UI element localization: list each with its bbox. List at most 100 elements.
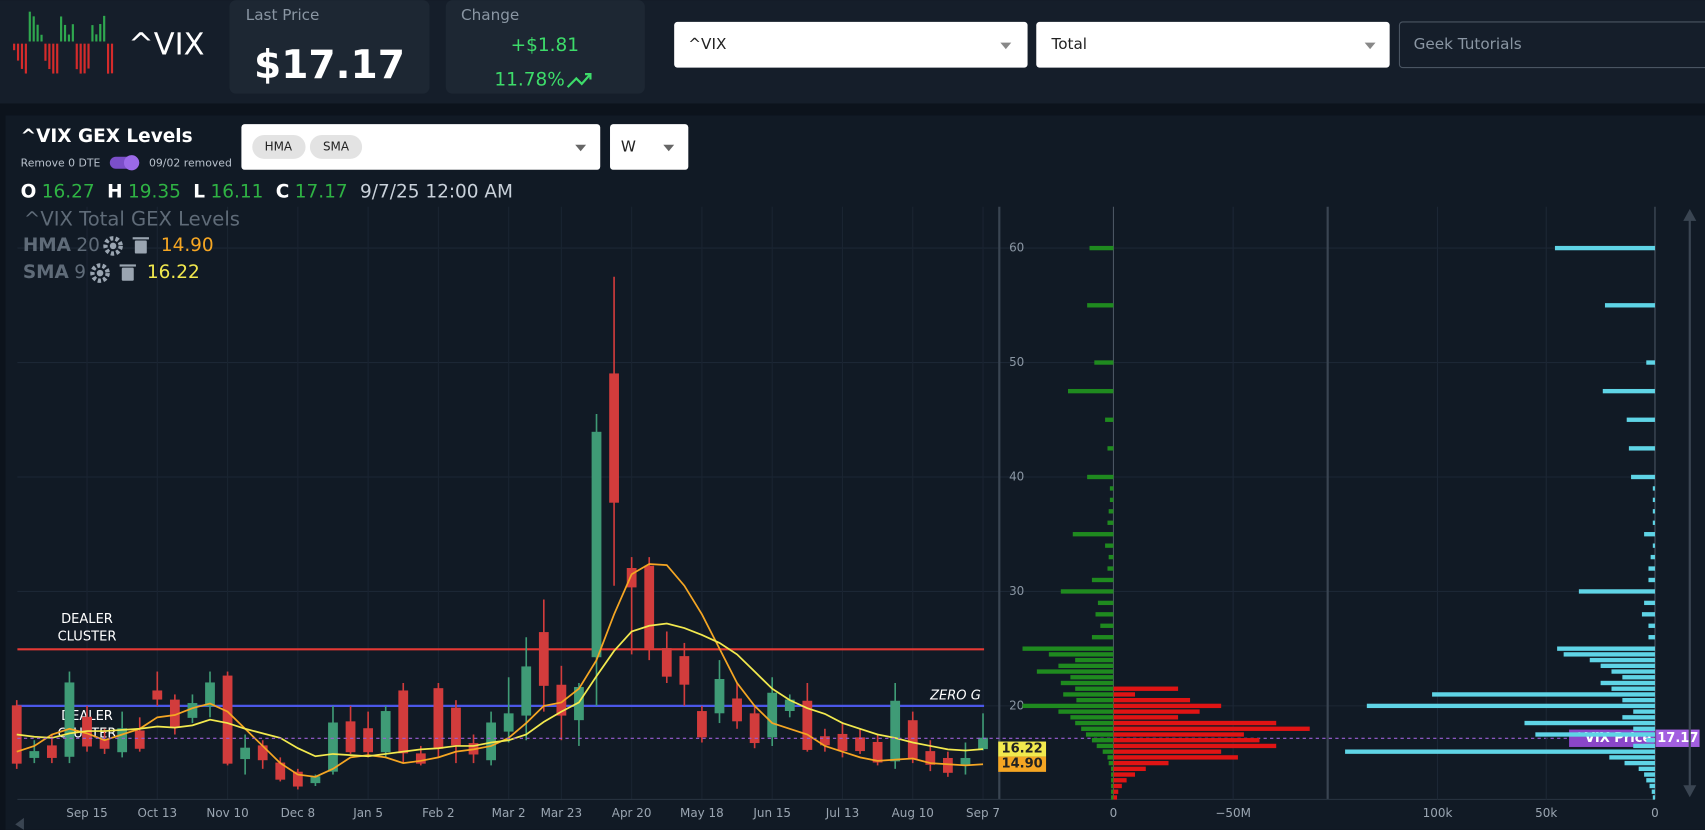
bar — [1633, 709, 1655, 714]
toggle[interactable] — [109, 155, 140, 171]
price-value: 17.17 — [1657, 731, 1698, 746]
bar — [1626, 417, 1655, 422]
bar — [1113, 772, 1136, 777]
logo-bar — [56, 43, 59, 74]
ohlc-letter: H — [107, 182, 122, 203]
bar — [1578, 589, 1655, 594]
candle-body — [978, 737, 988, 750]
trend-icon — [566, 73, 592, 88]
x-tick-label: Jun 15 — [752, 806, 791, 820]
candle-body — [907, 720, 918, 760]
bar — [1113, 703, 1222, 709]
y-tick-label: 40 — [1009, 469, 1024, 483]
bar — [1650, 554, 1655, 560]
logo — [13, 11, 114, 74]
candle-body — [855, 737, 865, 752]
delete-icon[interactable] — [119, 264, 136, 281]
candle-body — [661, 648, 672, 677]
legend-name: HMA — [23, 235, 72, 256]
logo-bar — [63, 24, 67, 42]
bar — [1113, 686, 1179, 691]
candle-body — [415, 753, 426, 764]
toggle-label: Remove 0 DTE — [21, 156, 101, 169]
x-tick-label: Jan 5 — [352, 806, 383, 820]
x-tick-label: May 18 — [680, 806, 724, 820]
chip: HMA — [265, 139, 293, 153]
candle-body — [205, 682, 215, 707]
bar — [1060, 680, 1114, 686]
indicator-tag: 14.90 — [1002, 757, 1043, 772]
bar — [1058, 663, 1114, 668]
candle-body — [767, 692, 778, 738]
bar — [1641, 612, 1655, 617]
search-input[interactable]: Geek Tutorials — [1398, 21, 1705, 69]
ohlc-value: 19.35 — [128, 182, 181, 203]
bar — [1113, 743, 1277, 749]
logo-bar — [28, 11, 31, 42]
bar — [1105, 543, 1114, 548]
type-select[interactable]: Total — [1036, 21, 1390, 68]
bar — [1652, 543, 1655, 548]
x-tick-label: 0 — [1110, 806, 1118, 820]
logo-bar — [91, 25, 94, 42]
candle-body — [503, 713, 514, 732]
y-tick-label: 30 — [1009, 584, 1024, 598]
scrollbar[interactable] — [1683, 208, 1697, 798]
bar — [1095, 612, 1114, 617]
interval-select[interactable]: W — [610, 124, 689, 170]
bar — [1113, 760, 1169, 766]
logo-bar — [40, 34, 43, 42]
candle-body — [732, 698, 742, 722]
legend-value: 16.22 — [147, 262, 200, 283]
last-price: $17.17 — [254, 43, 405, 88]
x-tick-label: Apr 20 — [612, 806, 652, 820]
indicator-select[interactable]: HMA SMA — [241, 124, 601, 170]
logo-bar — [48, 43, 51, 70]
x-tick-label: Feb 2 — [422, 806, 455, 820]
bar — [1113, 766, 1146, 772]
settings-icon[interactable] — [90, 263, 110, 283]
symbol-select[interactable]: ^VIX — [674, 21, 1028, 68]
candle-body — [749, 713, 760, 744]
bar — [1107, 446, 1114, 451]
y-tick-label: 20 — [1009, 698, 1024, 712]
legend-name: SMA — [23, 262, 70, 283]
candle-body — [890, 700, 901, 762]
bar — [1648, 635, 1655, 640]
ohlc-letter: O — [21, 182, 37, 203]
bar — [1111, 766, 1114, 772]
panel-title: ^VIX GEX Levels — [21, 126, 193, 147]
bar — [1113, 755, 1238, 760]
bar — [1628, 446, 1655, 451]
candle-body — [714, 679, 725, 714]
ohlc-letter: C — [276, 182, 290, 203]
bar — [1563, 652, 1655, 657]
candle-body — [626, 567, 637, 588]
scroll-left[interactable] — [15, 817, 24, 830]
bar — [1633, 726, 1655, 731]
bar — [1111, 778, 1114, 783]
logo-bar — [110, 43, 114, 74]
candle-body — [134, 730, 145, 749]
candle-body — [556, 684, 567, 716]
ohlc-date: 9/7/25 12:00 AM — [360, 182, 513, 203]
bar — [1097, 600, 1114, 606]
x-tick-label: Mar 23 — [541, 806, 583, 820]
bar — [1048, 652, 1114, 657]
legend-title: ^VIX Total GEX Levels — [24, 207, 240, 230]
bar — [1652, 509, 1655, 514]
bar — [1652, 520, 1655, 525]
settings-icon[interactable] — [103, 236, 123, 256]
bar — [1076, 697, 1114, 703]
bar — [1611, 686, 1655, 691]
ohlc-value: 16.27 — [42, 182, 95, 203]
candle-body — [538, 632, 549, 686]
legend-period: 9 — [74, 262, 86, 283]
bar — [1646, 778, 1655, 783]
candle-body — [521, 666, 532, 716]
delete-icon[interactable] — [132, 237, 149, 254]
candle-body — [363, 728, 374, 753]
logo-bar — [67, 34, 71, 42]
logo-bar — [83, 43, 86, 74]
bar — [1535, 732, 1655, 737]
